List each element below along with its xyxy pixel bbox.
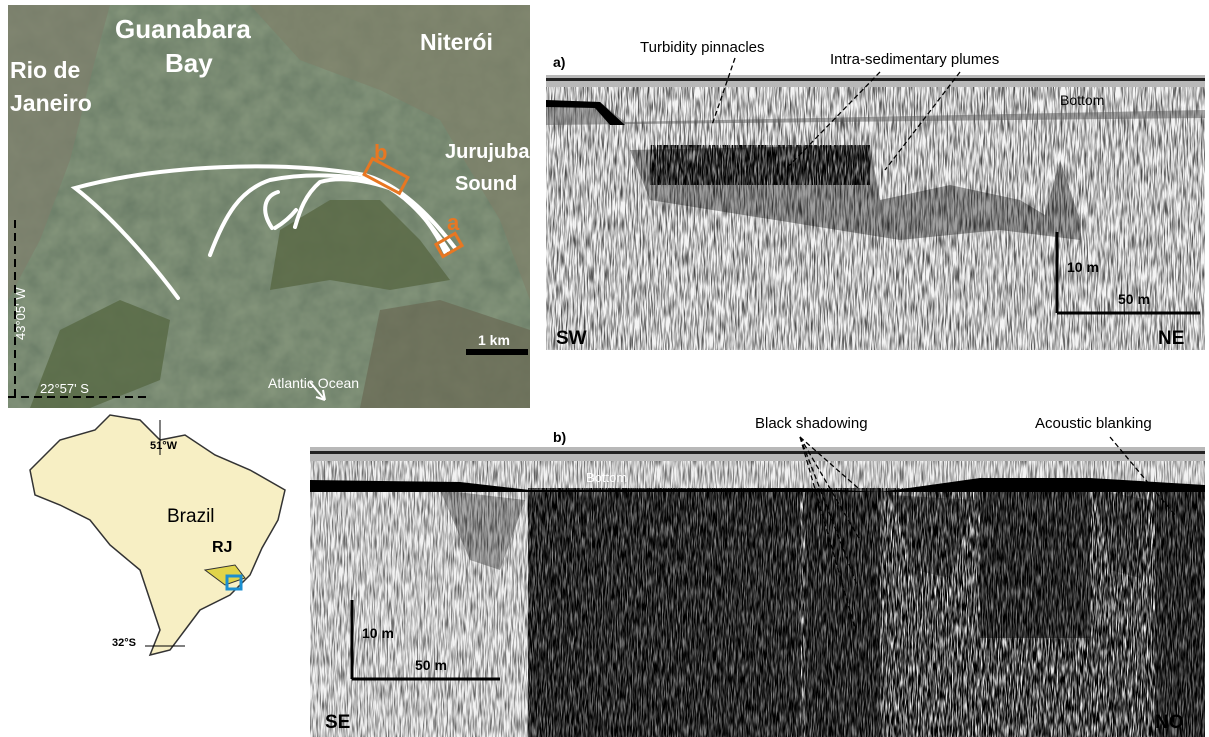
- scale-label: 50 m: [415, 657, 447, 673]
- surface-line: [310, 451, 1205, 454]
- panel-label: a): [553, 54, 565, 70]
- place-label: Bay: [165, 48, 213, 78]
- scale-label: 50 m: [1118, 291, 1150, 307]
- scale-label: 1 km: [478, 332, 510, 348]
- surface-line: [546, 78, 1205, 81]
- place-label: Guanabara: [115, 14, 251, 44]
- direction-label: SW: [556, 328, 587, 349]
- plume: [650, 145, 870, 185]
- place-label: Jurujuba: [445, 141, 530, 163]
- place-label: Rio de: [10, 57, 80, 83]
- inset-map: 51°W Brazil RJ 32°S: [30, 415, 285, 655]
- scale-bar: [466, 349, 528, 355]
- annotation: Bottom: [586, 470, 627, 485]
- direction-label: NE: [1158, 328, 1184, 349]
- place-label: Sound: [455, 173, 517, 195]
- direction-label: SE: [325, 712, 350, 733]
- country-label: Brazil: [167, 506, 215, 527]
- site-label: a: [447, 210, 460, 235]
- place-label: Janeiro: [10, 90, 92, 116]
- annotation: Black shadowing: [755, 415, 868, 432]
- coordinate-label: 43°05' W: [13, 287, 28, 340]
- map: Guanabara Bay Rio de Janeiro Niterói Juruj…: [8, 5, 530, 408]
- annotation: Bottom: [1060, 92, 1104, 108]
- annotation: Intra-sedimentary plumes: [830, 51, 999, 68]
- panel-label: b): [553, 429, 566, 445]
- coordinate-label: 51°W: [150, 440, 178, 452]
- coordinate-label: 32°S: [112, 637, 136, 649]
- figure: Guanabara Bay Rio de Janeiro Niterói Juruj…: [0, 0, 1209, 737]
- place-label: Niterói: [420, 29, 493, 55]
- profile-b: b) Black shadowing Acoustic blanking Bot…: [310, 415, 1205, 737]
- coordinate-label: 22°57' S: [40, 381, 89, 396]
- site-label: b: [374, 140, 387, 165]
- annotation: Turbidity pinnacles: [640, 39, 765, 56]
- direction-label: NO: [1155, 712, 1184, 733]
- state-label: RJ: [212, 539, 232, 556]
- scale-label: 10 m: [362, 625, 394, 641]
- profile-a: a) Turbidity pinnacles Intra-sedimentary…: [546, 39, 1205, 350]
- scale-label: 10 m: [1067, 259, 1099, 275]
- annotation: Acoustic blanking: [1035, 415, 1152, 432]
- place-label: Atlantic Ocean: [268, 375, 359, 391]
